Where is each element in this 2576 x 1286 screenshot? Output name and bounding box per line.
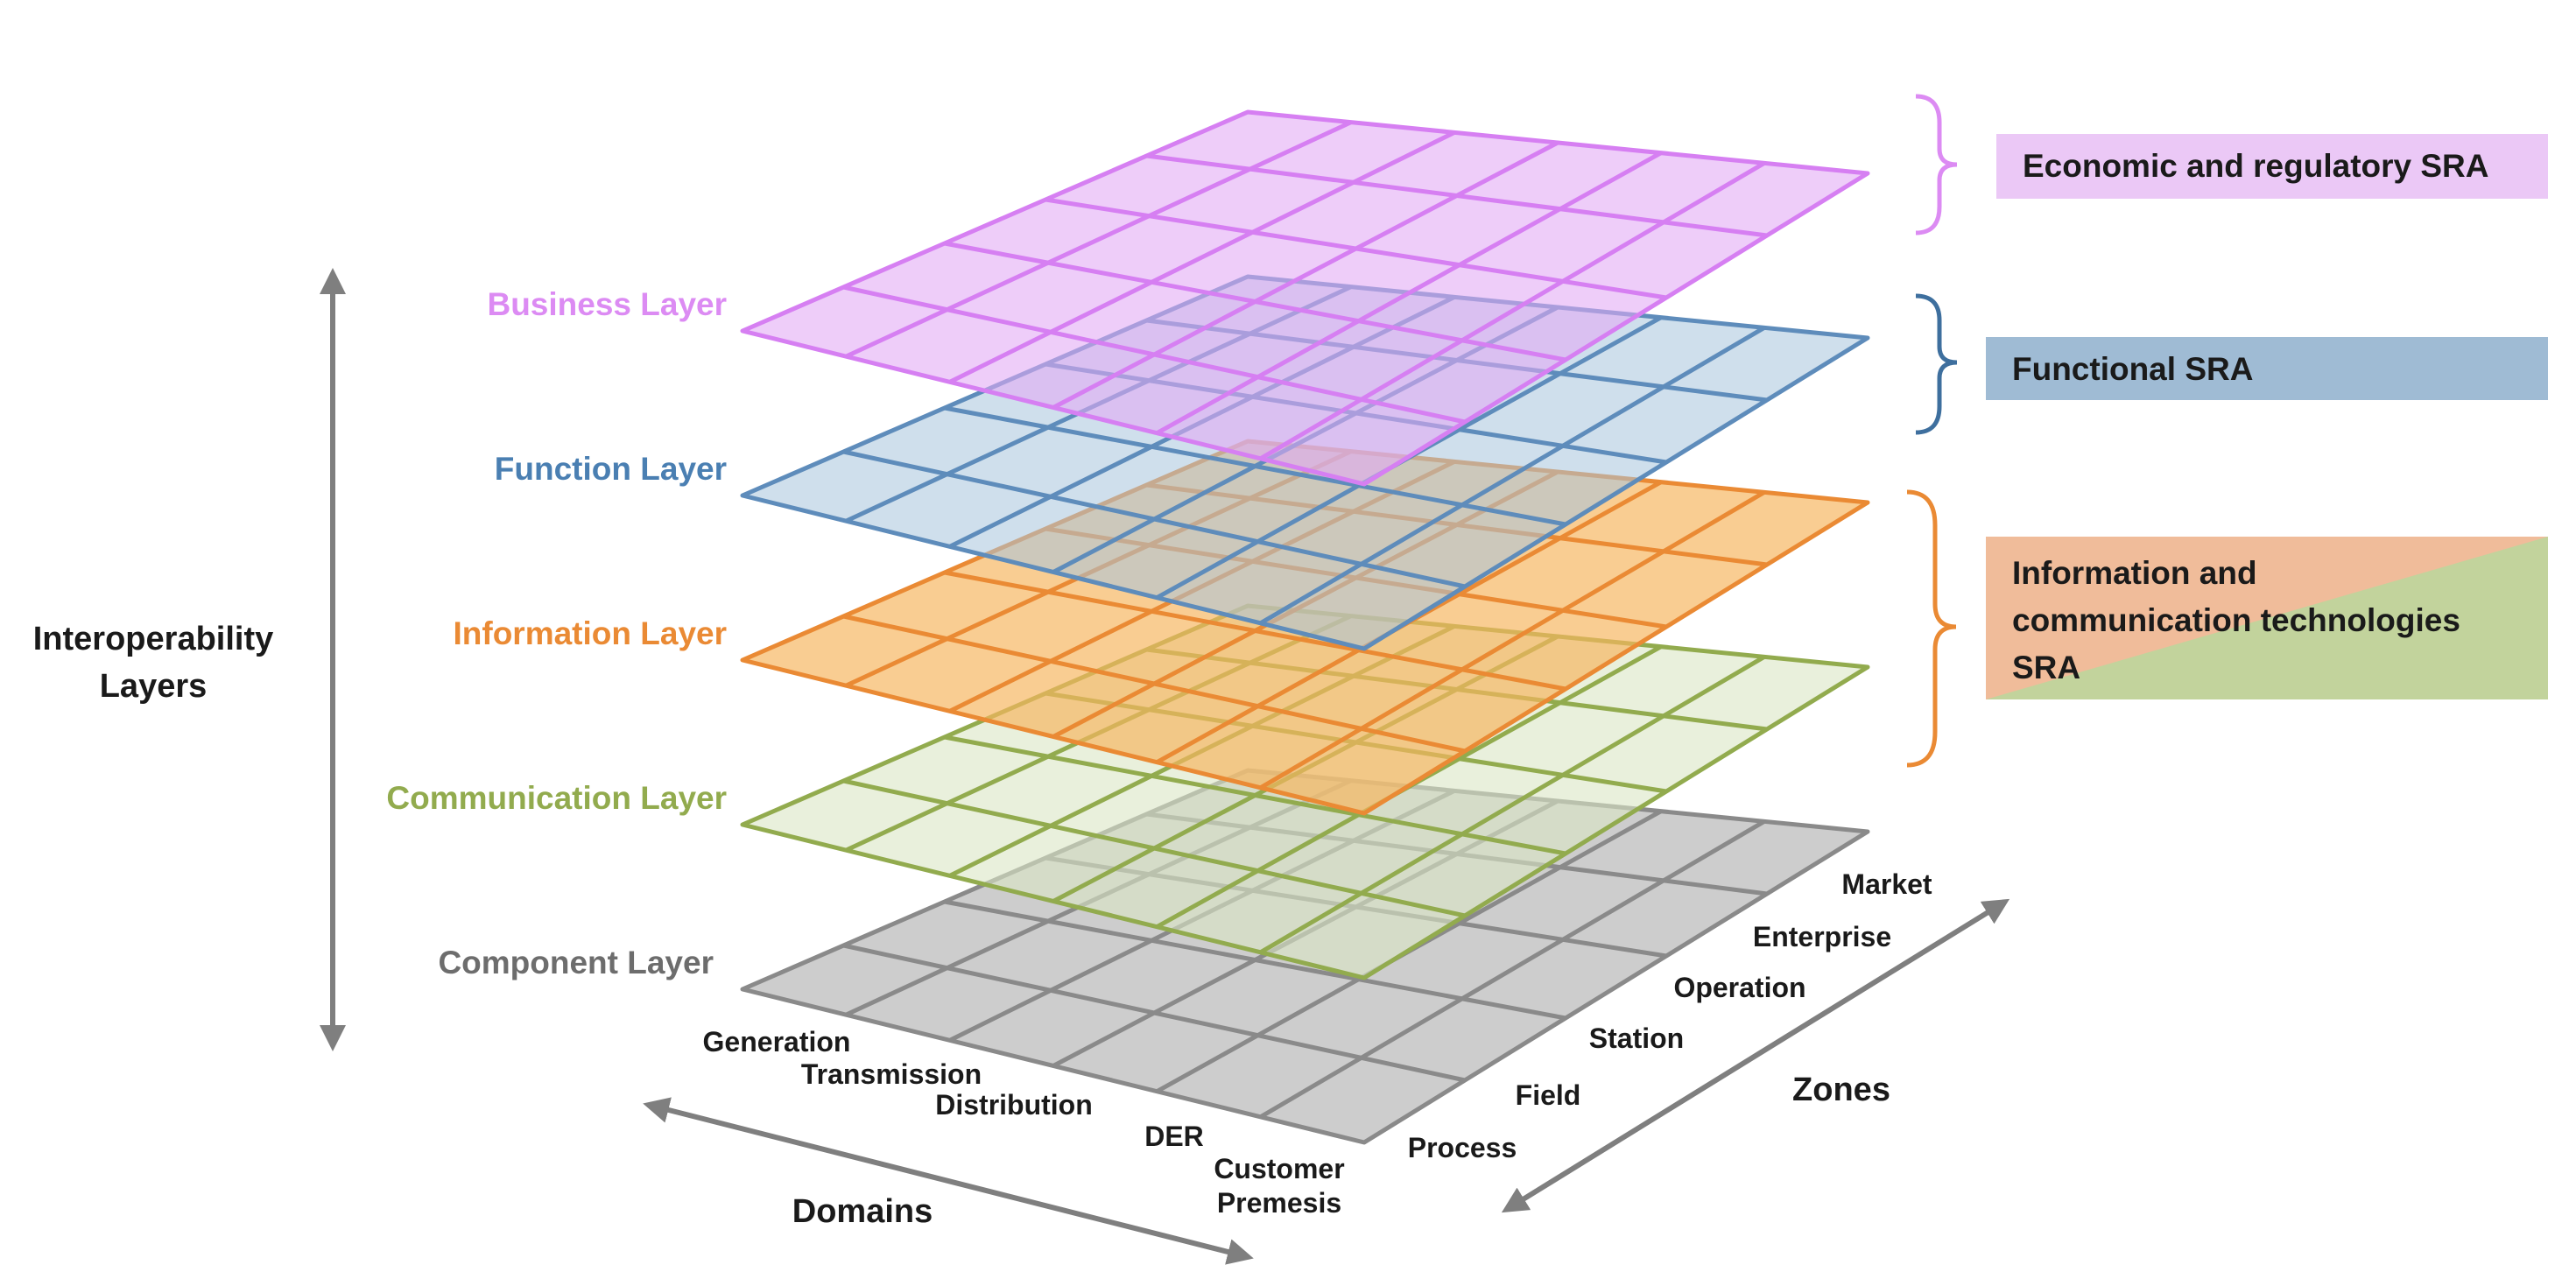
layer-label-information: Information Layer: [454, 615, 728, 651]
layer-label-function: Function Layer: [495, 451, 727, 487]
domain-label-der: DER: [1144, 1121, 1204, 1152]
layer-label-communication: Communication Layer: [386, 780, 727, 816]
functional-sra-label: Functional SRA: [2012, 351, 2253, 387]
ict-sra-label-line1: Information and: [2012, 555, 2257, 591]
domains-arrow: [643, 1097, 1254, 1265]
plane-function-zone-gridline: [1259, 326, 1766, 625]
functional-sra-bracket: [1915, 293, 1958, 435]
domain-label-customer-premesis: Customer Premesis: [1214, 1153, 1344, 1219]
plane-business-zone-gridline: [1052, 140, 1559, 410]
plane-business-zone-gridline: [1259, 161, 1766, 460]
economic-sra-label: Economic and regulatory SRA: [2023, 148, 2489, 184]
zones-axis-label: Zones: [1792, 1072, 1890, 1108]
domain-label-transmission: Transmission: [801, 1058, 982, 1090]
plane-business-zone-gridline: [845, 120, 1353, 359]
zones-arrow: [1501, 898, 2010, 1213]
zone-label-enterprise: Enterprise: [1753, 921, 1891, 952]
plane-business-zone-gridline: [1156, 151, 1663, 435]
zone-label-market: Market: [1841, 868, 1932, 900]
layer-label-component: Component Layer: [438, 945, 714, 980]
ict-sra-label-line2: communication technologies: [2012, 602, 2460, 638]
interoperability-axis: Interoperability Layers: [33, 268, 346, 1051]
economic-sra-box: [1996, 134, 2548, 199]
plane-information-zone-gridline: [1259, 490, 1766, 790]
zone-label-process: Process: [1408, 1132, 1517, 1163]
domains-axis: Domains Generation Transmission Distribu…: [643, 1026, 1345, 1265]
domain-label-generation: Generation: [703, 1026, 851, 1058]
plane-business-zone-gridline: [948, 130, 1456, 384]
zone-label-operation: Operation: [1673, 972, 1805, 1003]
ict-sra-label-line3: SRA: [2012, 650, 2080, 685]
zone-label-field: Field: [1516, 1079, 1581, 1111]
zone-label-station: Station: [1589, 1022, 1684, 1054]
sra-groups: Economic and regulatory SRA Functional S…: [1906, 94, 2548, 768]
ict-sra-label: Information and communication technologi…: [2012, 555, 2469, 685]
layer-planes: [740, 109, 1870, 1145]
layer-label-business: Business Layer: [487, 286, 727, 322]
domain-label-distribution: Distribution: [935, 1089, 1093, 1121]
ict-sra-bracket: [1906, 489, 1957, 768]
layer-labels: Business Layer Function Layer Informatio…: [386, 286, 727, 980]
interoperability-label-line1: Interoperability: [33, 621, 274, 657]
ict-sra-box-diagonal-fill: [1986, 537, 2548, 699]
economic-sra-bracket: [1915, 94, 1958, 235]
functional-sra-box: [1986, 337, 2548, 400]
domains-axis-label: Domains: [792, 1193, 933, 1230]
interoperability-label-line2: Layers: [100, 668, 208, 705]
plane-business: [740, 109, 1870, 487]
zones-axis: Zones Process Field Station Operation En…: [1408, 868, 2010, 1213]
plane-communication-zone-gridline: [1259, 655, 1766, 954]
